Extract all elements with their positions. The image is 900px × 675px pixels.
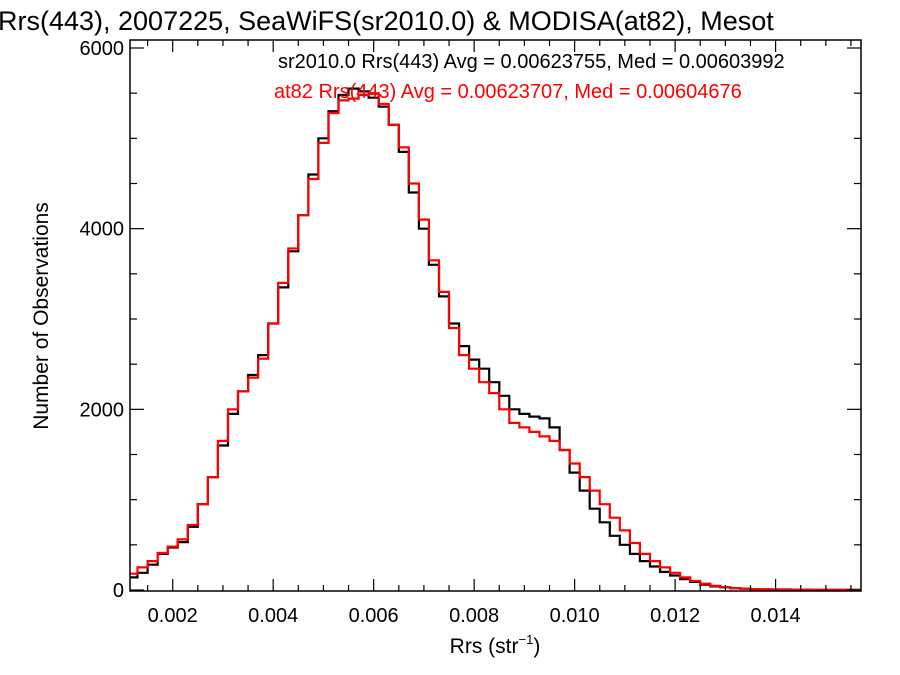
x-tick-label: 0.006	[349, 605, 399, 627]
x-tick-label: 0.002	[148, 605, 198, 627]
chart-title: Rrs(443), 2007225, SeaWiFS(sr2010.0) & M…	[0, 6, 774, 36]
y-axis-title: Number of Observations	[30, 202, 53, 430]
x-axis-title: Rrs (str−1)	[450, 632, 541, 658]
series-layer	[130, 87, 861, 591]
x-axis-title-close: )	[533, 635, 540, 658]
x-tick-label: 0.008	[449, 605, 499, 627]
series-sr2010-line	[130, 87, 861, 591]
x-axis: 0.002 0.004 0.006 0.008 0.010 0.012 0.014	[146, 40, 852, 627]
legend-entry-at82: at82 Rrs(443) Avg = 0.00623707, Med = 0.…	[274, 81, 742, 103]
legend-entry-sr2010: sr2010.0 Rrs(443) Avg = 0.00623755, Med …	[278, 51, 785, 73]
x-tick-label: 0.004	[248, 605, 298, 627]
y-tick-label: 4000	[80, 219, 125, 241]
x-tick-label: 0.012	[650, 605, 700, 627]
y-tick-label: 2000	[80, 399, 125, 421]
x-tick-label: 0.014	[751, 605, 801, 627]
plot-frame	[129, 39, 862, 592]
x-tick-label: 0.010	[550, 605, 600, 627]
x-axis-title-main: Rrs (str	[450, 635, 519, 658]
y-tick-label: 6000	[80, 38, 125, 60]
y-axis: 0 2000 4000 6000	[80, 38, 861, 602]
x-axis-title-sup: −1	[519, 632, 534, 647]
series-at82-line	[130, 92, 861, 591]
y-tick-label: 0	[113, 580, 124, 602]
